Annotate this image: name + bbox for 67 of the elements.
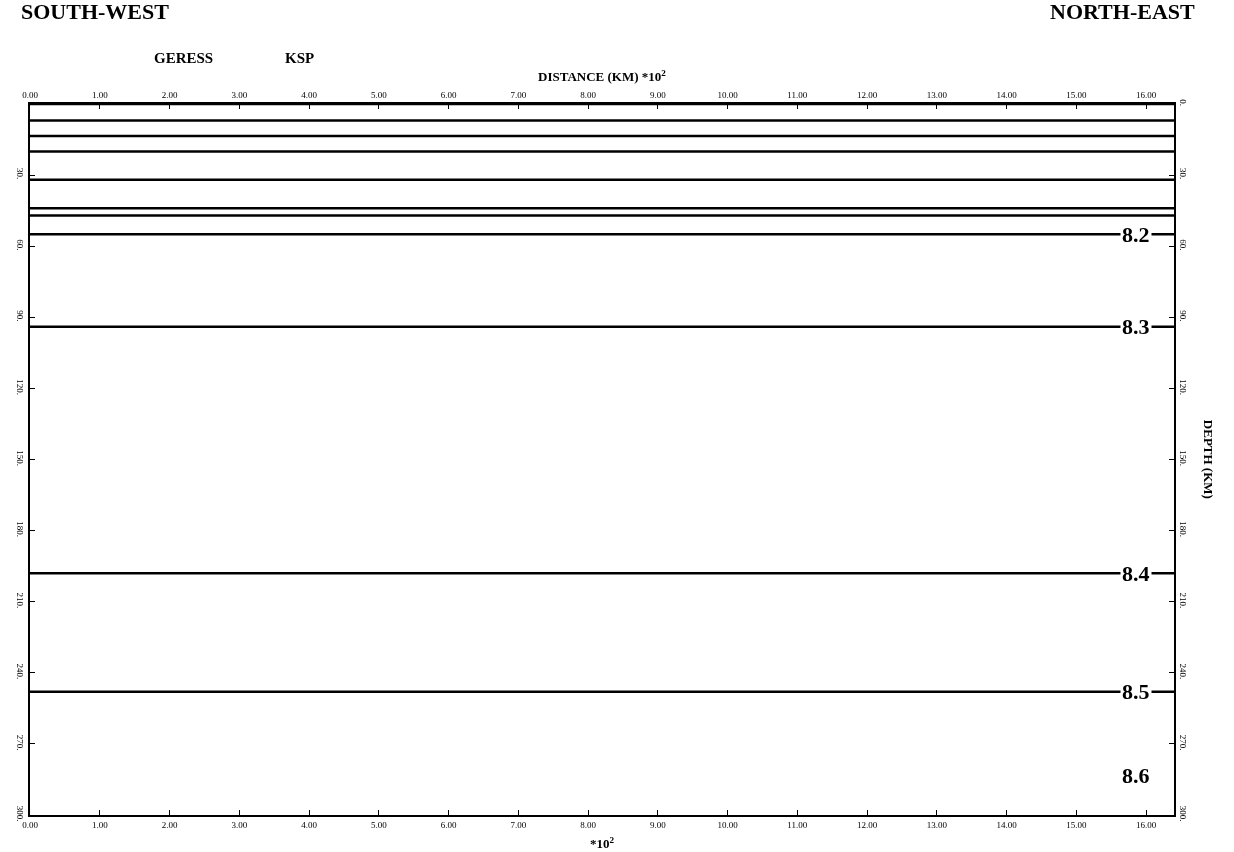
y2-tick-label: 300.	[1177, 805, 1188, 822]
x2-tick-label: 5.00	[370, 819, 388, 830]
x2-tick-label: 0.00	[22, 819, 39, 830]
x-tick-label: 14.00	[996, 90, 1018, 101]
x-tick-label: 11.00	[787, 90, 808, 101]
y2-axis-title: DEPTH (KM)	[1201, 419, 1217, 499]
y-tick-label: 270.	[15, 734, 26, 751]
y2-tick-label: 120.	[1177, 379, 1188, 395]
y2-tick-label: 0.	[1177, 99, 1188, 107]
x2-tick-label: 8.00	[580, 819, 597, 830]
x2-tick-label: 2.00	[161, 819, 178, 830]
x-tick-label: 7.00	[510, 90, 527, 101]
annotation: 8.6	[1122, 763, 1150, 788]
x-tick-label: 1.00	[91, 90, 109, 101]
chart-title: NORTH-EAST	[1050, 0, 1196, 24]
x2-tick-label: 9.00	[649, 819, 667, 830]
annotation: 8.5	[1122, 679, 1150, 704]
y2-tick-label: 240.	[1177, 663, 1188, 680]
x-tick-label: 5.00	[370, 90, 388, 101]
x-tick-label: 8.00	[580, 90, 597, 101]
y2-tick-label: 90.	[1177, 310, 1188, 322]
y2-tick-label: 180.	[1177, 521, 1188, 538]
x-tick-label: 15.00	[1066, 90, 1087, 101]
x-tick-label: 6.00	[440, 90, 457, 101]
y2-tick-label: 60.	[1177, 239, 1188, 251]
x2-tick-label: 4.00	[301, 819, 318, 830]
x2-tick-label: 1.00	[91, 819, 109, 830]
y-tick-label: 180.	[15, 521, 26, 538]
x2-tick-label: 10.00	[717, 819, 739, 830]
x2-axis-title: DISTANCE (KM) *10$^{2}$	[538, 68, 667, 85]
x-tick-label: 4.00	[301, 90, 318, 101]
y2-tick-label: 150.	[1177, 450, 1188, 467]
x-tick-label: 12.00	[856, 90, 878, 101]
y-tick-label: 150.	[15, 450, 26, 467]
y2-tick-label: 270.	[1177, 734, 1188, 751]
annotation: 8.2	[1122, 222, 1150, 247]
y-tick-label: 90.	[15, 310, 26, 322]
x-axis-title: *10$^{2}$	[590, 835, 615, 852]
x2-tick-label: 15.00	[1066, 819, 1087, 830]
x-tick-label: 10.00	[717, 90, 739, 101]
annotation: 8.3	[1122, 314, 1150, 339]
y-tick-label: 240.	[15, 663, 26, 680]
y-tick-label: 30.	[15, 168, 26, 180]
x-tick-label: 16.00	[1135, 90, 1157, 101]
y-tick-label: 210.	[15, 592, 26, 609]
x-tick-label: 9.00	[649, 90, 667, 101]
x2-tick-label: 12.00	[856, 819, 878, 830]
x2-tick-label: 13.00	[926, 819, 948, 830]
x-tick-label: 3.00	[231, 90, 248, 101]
y-tick-label: 120.	[15, 379, 26, 395]
y-tick-label: 60.	[15, 239, 26, 251]
x2-tick-label: 7.00	[510, 819, 527, 830]
x-tick-label: 2.00	[161, 90, 178, 101]
chart-subtitle: SOUTH-WEST	[21, 0, 170, 24]
x2-tick-label: 3.00	[231, 819, 248, 830]
y2-tick-label: 210.	[1177, 592, 1188, 609]
text: GERESS	[154, 50, 214, 66]
y2-tick-label: 30.	[1177, 168, 1188, 180]
x-tick-label: 13.00	[926, 90, 948, 101]
x2-tick-label: 16.00	[1135, 819, 1157, 830]
text: KSP	[285, 50, 315, 66]
x-tick-label: 0.00	[22, 90, 39, 101]
x2-tick-label: 14.00	[996, 819, 1018, 830]
y-tick-label: 300.	[15, 805, 26, 822]
x2-tick-label: 6.00	[440, 819, 457, 830]
x2-tick-label: 11.00	[787, 819, 808, 830]
annotation: 8.4	[1122, 561, 1150, 586]
